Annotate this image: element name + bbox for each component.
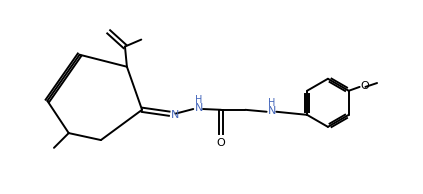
Text: O: O — [217, 138, 225, 148]
Text: N: N — [171, 110, 179, 120]
Text: N: N — [195, 103, 203, 113]
Text: H: H — [195, 95, 202, 105]
Text: N: N — [268, 106, 277, 116]
Text: H: H — [268, 98, 275, 108]
Text: O: O — [361, 81, 370, 91]
